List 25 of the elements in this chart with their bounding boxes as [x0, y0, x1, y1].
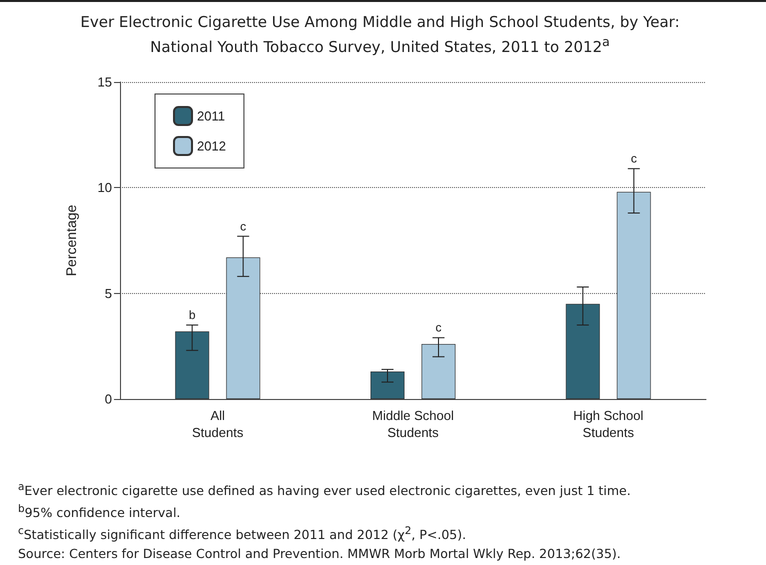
legend-label: 2012: [197, 138, 226, 154]
y-tick-label: 15: [98, 74, 112, 90]
text: $^{c}$Statistically significant difference between 2011 and 2012 (χ$^{2}$, P<.05).: [18, 524, 468, 544]
x-tick-label: Middle School Students: [372, 408, 454, 440]
source-note: Source: Centers for Disease Control and Prevention. MMWR Morb Mortal Wkly Rep. 2013;62(35).: [18, 545, 622, 564]
chart-title: Ever Electronic Cigarette Use Among Middle and High School Students, by Year: National Youth Tobacco Survey, United States, 2011 to 2012$^{a}$: [79, 12, 681, 57]
bar: [616, 192, 651, 399]
bar: [226, 257, 260, 399]
x-tick-label: All Students: [192, 408, 244, 440]
y-tick-label: 0: [104, 392, 112, 406]
data-label: c: [240, 219, 246, 234]
bar: [175, 331, 210, 399]
x-tick-label: High School Students: [573, 408, 644, 440]
y-axis-title: Percentage: [63, 204, 79, 276]
bar: [370, 372, 404, 399]
y-tick-label: 5: [104, 286, 112, 301]
y-tick-label: 10: [98, 180, 112, 196]
data-label: b: [188, 308, 196, 322]
text: $^{b}$95% confidence interval.: [18, 502, 182, 522]
data-label: c: [436, 320, 442, 335]
text: $^{a}$Ever electronic cigarette use defined as having ever used electronic cigarettes, even just 1 time.: [18, 480, 631, 500]
bar: [422, 344, 456, 399]
data-label: c: [630, 152, 637, 166]
bar: [566, 304, 600, 399]
legend-label: 2011: [197, 108, 225, 124]
